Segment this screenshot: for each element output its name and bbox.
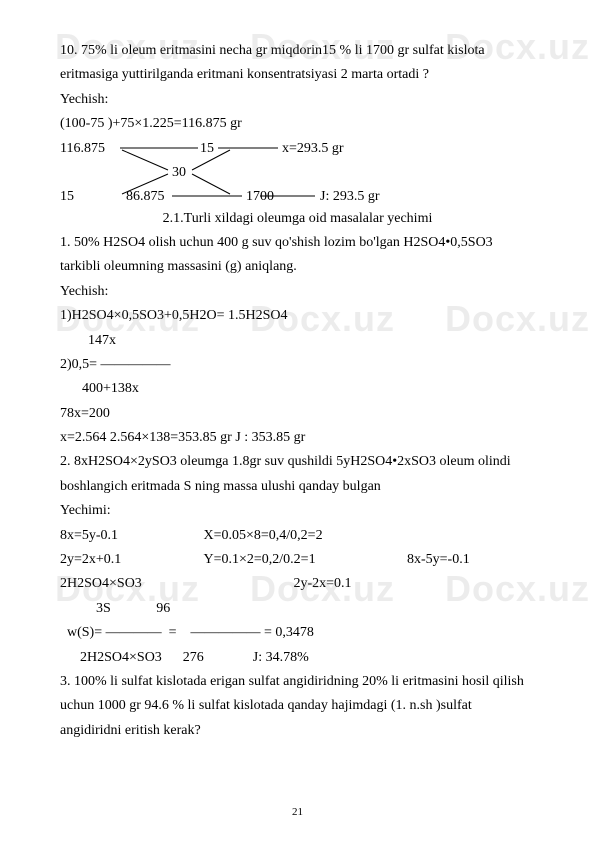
body-text: 8x=5y-0.1 X=0.05×8=0,4/0,2=2 (60, 525, 535, 547)
page-number: 21 (0, 804, 595, 822)
cross-diagram: 116.875 15 x=293.5 gr 30 15 86.875 1700 … (60, 138, 535, 206)
body-text: 78x=200 (60, 403, 535, 425)
body-text: 10. 75% li oleum eritmasini necha gr miq… (60, 40, 535, 62)
body-text: w(S)= ―――― = ――――― = 0,3478 (60, 622, 535, 644)
diagram-value: 30 (172, 162, 186, 184)
body-text: 400+138x (60, 378, 535, 400)
body-text: 2H2SO4×SO3 276 J: 34.78% (60, 647, 535, 669)
section-heading: 2.1.Turli xildagi oleumga oid masalalar … (60, 208, 535, 230)
body-text: (100-75 )+75×1.225=116.875 gr (60, 113, 535, 135)
diagram-value: 86.875 (126, 186, 165, 208)
equation: X=0.05×8=0,4/0,2=2 (204, 528, 323, 543)
body-text: angidiridni eritish kerak? (60, 720, 535, 742)
body-text: x=2.564 2.564×138=353.85 gr J : 353.85 g… (60, 427, 535, 449)
diagram-value: 15 (60, 186, 74, 208)
equation: 8x-5y=-0.1 (407, 552, 470, 567)
diagram-value: 15 (200, 138, 214, 160)
body-text: 3. 100% li sulfat kislotada erigan sulfa… (60, 671, 535, 693)
body-text: 147x (60, 330, 535, 352)
equation: Y=0.1×2=0,2/0.2=1 (204, 549, 404, 571)
body-text: uchun 1000 gr 94.6 % li sulfat kislotada… (60, 695, 535, 717)
body-text: 3S 96 (60, 598, 535, 620)
body-text: 2y=2x+0.1 Y=0.1×2=0,2/0.2=1 8x-5y=-0.1 (60, 549, 535, 571)
diagram-value: x=293.5 gr (282, 138, 344, 160)
diagram-value: J: 293.5 gr (320, 186, 380, 208)
body-text: Yechish: (60, 89, 535, 111)
equation: 2y-2x=0.1 (294, 576, 352, 591)
body-text: 2. 8xH2SO4×2ySO3 oleumga 1.8gr suv qushi… (60, 451, 535, 473)
equation: 8x=5y-0.1 (60, 525, 200, 547)
body-text: Yechimi: (60, 500, 535, 522)
diagram-value: 1700 (246, 186, 274, 208)
body-text: 2H2SO4×SO3 2y-2x=0.1 (60, 573, 535, 595)
body-text: 1)H2SO4×0,5SO3+0,5H2O= 1.5H2SO4 (60, 305, 535, 327)
equation: 2y=2x+0.1 (60, 549, 200, 571)
diagram-value: 116.875 (60, 138, 105, 160)
body-text: Yechish: (60, 281, 535, 303)
body-text: 2)0,5= ――――― (60, 354, 535, 376)
body-text: 1. 50% H2SO4 olish uchun 400 g suv qo'sh… (60, 232, 535, 254)
equation: 2H2SO4×SO3 (60, 573, 290, 595)
body-text: eritmasiga yuttirilganda eritmani konsen… (60, 64, 535, 86)
body-text: tarkibli oleumning massasini (g) aniqlan… (60, 256, 535, 278)
body-text: boshlangich eritmada S ning massa ulushi… (60, 476, 535, 498)
